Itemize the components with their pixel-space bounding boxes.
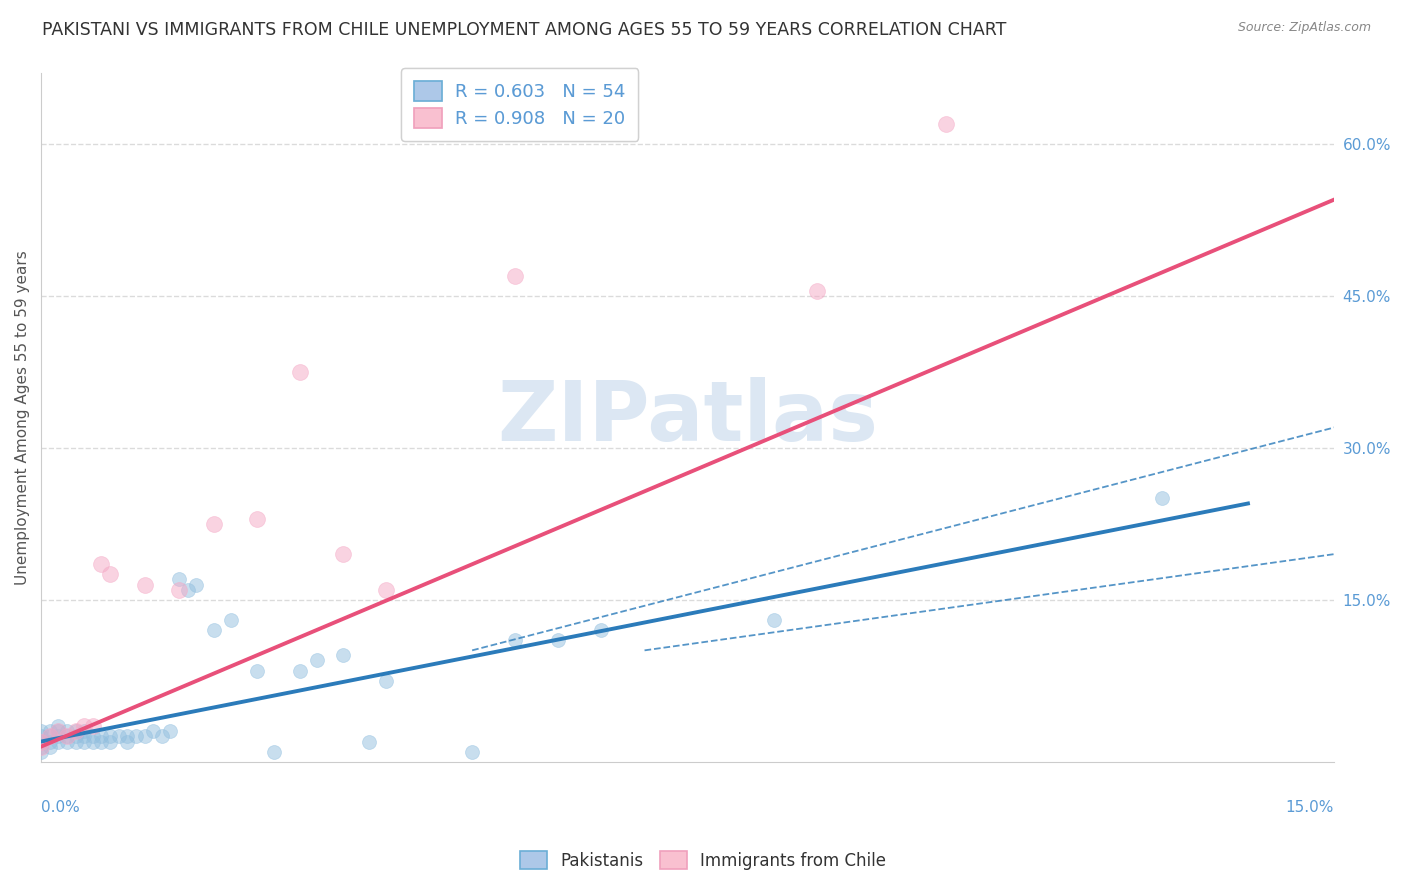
Legend: Pakistanis, Immigrants from Chile: Pakistanis, Immigrants from Chile <box>513 845 893 877</box>
Point <box>202 623 225 637</box>
Point <box>263 745 285 759</box>
Point <box>167 582 190 597</box>
Point <box>30 739 52 754</box>
Point <box>117 734 139 748</box>
Point <box>48 734 70 748</box>
Point <box>202 516 225 531</box>
Text: 15.0%: 15.0% <box>1286 799 1334 814</box>
Point <box>73 719 96 733</box>
Point <box>73 724 96 739</box>
Point <box>332 547 354 561</box>
Point <box>30 730 52 744</box>
Point <box>176 582 198 597</box>
Point <box>98 734 121 748</box>
Point <box>38 730 60 744</box>
Point <box>461 745 484 759</box>
Point <box>305 653 328 667</box>
Point <box>82 734 104 748</box>
Point <box>288 365 311 379</box>
Point <box>98 730 121 744</box>
Point <box>30 739 52 754</box>
Point <box>134 730 156 744</box>
Point <box>125 730 148 744</box>
Point <box>65 724 87 739</box>
Point <box>38 730 60 744</box>
Point <box>98 567 121 582</box>
Text: 0.0%: 0.0% <box>41 799 80 814</box>
Point <box>48 719 70 733</box>
Point <box>134 577 156 591</box>
Point <box>806 284 828 298</box>
Point <box>246 664 269 678</box>
Point <box>73 730 96 744</box>
Point <box>503 268 526 283</box>
Text: PAKISTANI VS IMMIGRANTS FROM CHILE UNEMPLOYMENT AMONG AGES 55 TO 59 YEARS CORREL: PAKISTANI VS IMMIGRANTS FROM CHILE UNEMP… <box>42 21 1007 38</box>
Point <box>65 724 87 739</box>
Point <box>288 664 311 678</box>
Point <box>219 613 242 627</box>
Point <box>30 745 52 759</box>
Point <box>591 623 613 637</box>
Point <box>762 613 785 627</box>
Point <box>90 558 112 572</box>
Point <box>30 734 52 748</box>
Point <box>38 739 60 754</box>
Point <box>186 577 208 591</box>
Text: Source: ZipAtlas.com: Source: ZipAtlas.com <box>1237 21 1371 34</box>
Point <box>167 573 190 587</box>
Point <box>117 730 139 744</box>
Point <box>246 511 269 525</box>
Legend: R = 0.603   N = 54, R = 0.908   N = 20: R = 0.603 N = 54, R = 0.908 N = 20 <box>401 68 638 141</box>
Point <box>48 730 70 744</box>
Point <box>374 673 396 688</box>
Point <box>38 724 60 739</box>
Point <box>142 724 165 739</box>
Point <box>357 734 380 748</box>
Point <box>56 730 79 744</box>
Point <box>82 730 104 744</box>
Point <box>107 730 129 744</box>
Point <box>65 730 87 744</box>
Point <box>38 734 60 748</box>
Text: ZIPatlas: ZIPatlas <box>498 377 879 458</box>
Point <box>935 117 957 131</box>
Point <box>48 724 70 739</box>
Point <box>1150 491 1173 506</box>
Point <box>56 724 79 739</box>
Point <box>30 734 52 748</box>
Point <box>374 582 396 597</box>
Point <box>56 734 79 748</box>
Point <box>503 633 526 648</box>
Y-axis label: Unemployment Among Ages 55 to 59 years: Unemployment Among Ages 55 to 59 years <box>15 250 30 585</box>
Point <box>90 730 112 744</box>
Point <box>547 633 569 648</box>
Point <box>48 724 70 739</box>
Point <box>73 734 96 748</box>
Point <box>159 724 181 739</box>
Point <box>150 730 173 744</box>
Point <box>30 724 52 739</box>
Point <box>332 648 354 663</box>
Point <box>65 734 87 748</box>
Point <box>82 719 104 733</box>
Point <box>56 730 79 744</box>
Point <box>90 734 112 748</box>
